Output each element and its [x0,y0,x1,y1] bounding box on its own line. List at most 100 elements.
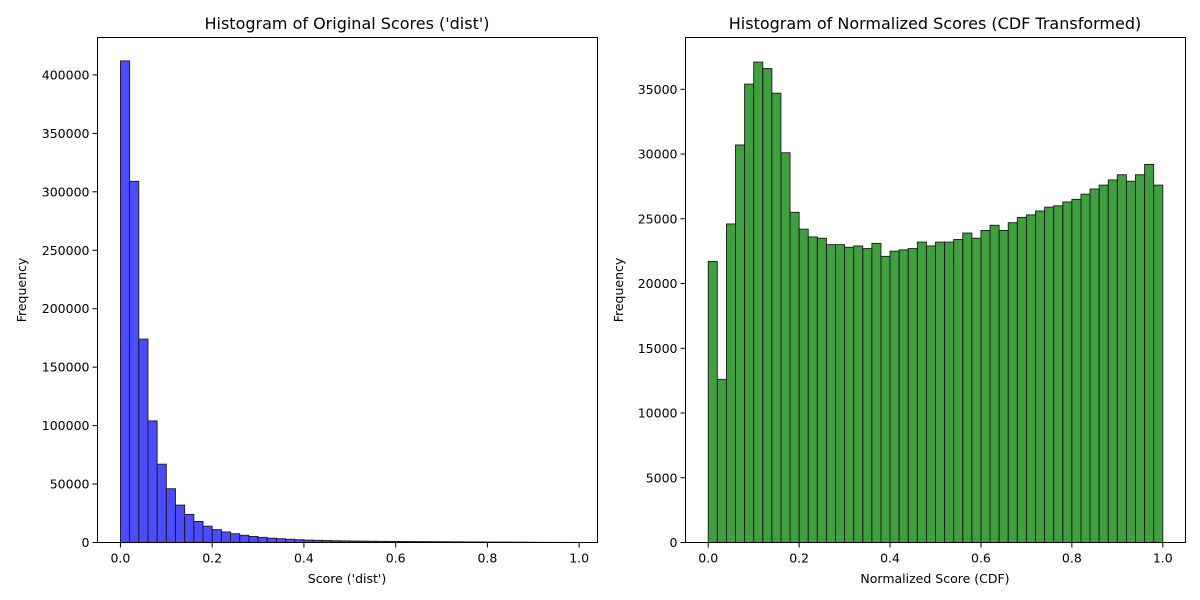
histogram-bar [889,250,900,543]
y-axis-label: Frequency [611,257,626,322]
histogram-bar [193,521,204,543]
histogram-bar [1062,201,1073,543]
histogram-bar [220,531,231,543]
histogram-bar [1125,180,1136,543]
histogram-bar [844,246,855,543]
histogram-bar [248,535,259,543]
x-axis-label: Normalized Score (CDF) [860,571,1009,586]
x-tick-label: 0.8 [1062,551,1082,566]
histogram-bar [147,420,158,543]
y-tick-label: 300000 [42,184,90,199]
histogram-bar [735,144,746,543]
axes-frame [685,37,1186,543]
x-tick-label: 0.8 [477,551,497,566]
y-tick-label: 250000 [42,243,90,258]
histogram-bar [129,180,140,543]
histogram-bar [1007,222,1018,543]
histogram-bar [871,242,882,543]
histogram-bar [1044,206,1055,543]
y-tick-label: 200000 [42,301,90,316]
histogram-bar [780,152,791,543]
y-tick-label: 30000 [638,147,678,162]
histogram-bar [1144,163,1155,543]
histogram-bar [1016,217,1027,543]
histogram-bar [989,224,1000,543]
histogram-bar [707,261,718,543]
y-axis-label: Frequency [14,257,29,322]
axes-frame [97,37,598,543]
y-ticks: 0 50000 100000 150000 200000 250000 300000 3500… [42,67,98,550]
histogram-bar [825,244,836,543]
y-ticks: 0 5000 10000 15000 20000 25000 30000 35000 [638,82,686,550]
histogram-bar [944,241,955,543]
y-tick-label: 100000 [42,418,90,433]
histogram-bar [275,538,287,543]
histogram-bar [744,83,755,543]
histogram-bar [1071,198,1082,543]
x-ticks: 0.0 0.2 0.4 0.6 0.8 1.0 [698,542,1173,566]
chart-original-scores: Histogram of Original Scores ('dist') 0.… [14,14,598,586]
y-tick-label: 0 [82,535,90,550]
histogram-bar [1080,193,1091,543]
histogram-bar [266,537,277,543]
chart-title: Histogram of Original Scores ('dist') [204,14,489,33]
x-tick-label: 0.6 [386,551,406,566]
histogram-bar [980,229,991,543]
histogram-bar [138,338,149,543]
x-tick-label: 0.6 [971,551,991,566]
histogram-bar [119,60,131,543]
histogram-bar [916,241,927,543]
histogram-bar [953,239,964,543]
y-tick-label: 5000 [646,470,678,485]
histogram-bar [862,248,873,543]
histogram-bar [962,232,973,543]
x-tick-label: 0.2 [789,551,809,566]
histogram-bar [156,463,167,543]
y-tick-label: 35000 [638,82,678,97]
histogram-bar [971,237,982,543]
chart-normalized-scores: Histogram of Normalized Scores (CDF Tran… [611,14,1186,586]
histogram-bar [211,529,222,543]
x-tick-label: 0.0 [110,551,130,566]
histogram-bar [798,228,809,543]
chart-title: Histogram of Normalized Scores (CDF Tran… [729,14,1142,33]
x-ticks: 0.0 0.2 0.4 0.6 0.8 1.0 [110,542,589,566]
histogram-bar [816,237,827,543]
histogram-bar [1098,184,1109,543]
x-tick-label: 0.2 [202,551,222,566]
histogram-bar [835,244,846,543]
histogram-bar [898,249,909,543]
histogram-bar [1107,179,1118,543]
x-tick-label: 1.0 [1153,551,1173,566]
x-tick-label: 1.0 [569,551,589,566]
histogram-bar [998,229,1009,543]
histogram-bar [184,513,195,543]
y-tick-label: 20000 [638,276,678,291]
histogram-bar [789,211,800,543]
histogram-bar [202,525,213,543]
histogram-bar [1153,184,1164,543]
y-tick-label: 150000 [42,360,90,375]
x-axis-label: Score ('dist') [308,571,386,586]
x-tick-label: 0.0 [698,551,718,566]
histogram-bar [807,236,818,543]
histogram-bar [1116,174,1127,543]
x-tick-label: 0.4 [294,551,314,566]
y-tick-label: 25000 [638,211,678,226]
histogram-bar [935,241,946,543]
y-tick-label: 0 [670,535,678,550]
histogram-bar [257,536,268,543]
histogram-bar [1089,188,1100,543]
y-tick-label: 50000 [50,477,90,492]
y-tick-label: 15000 [638,341,678,356]
histogram-bar [725,223,736,543]
histogram-bar [907,248,918,543]
histogram-bar [1135,174,1146,543]
histogram-bar [1035,210,1046,543]
y-tick-label: 350000 [42,126,90,141]
histogram-bar [753,61,764,543]
y-tick-label: 400000 [42,67,90,82]
histogram-bar [1053,205,1064,543]
histogram-bar [925,245,936,543]
